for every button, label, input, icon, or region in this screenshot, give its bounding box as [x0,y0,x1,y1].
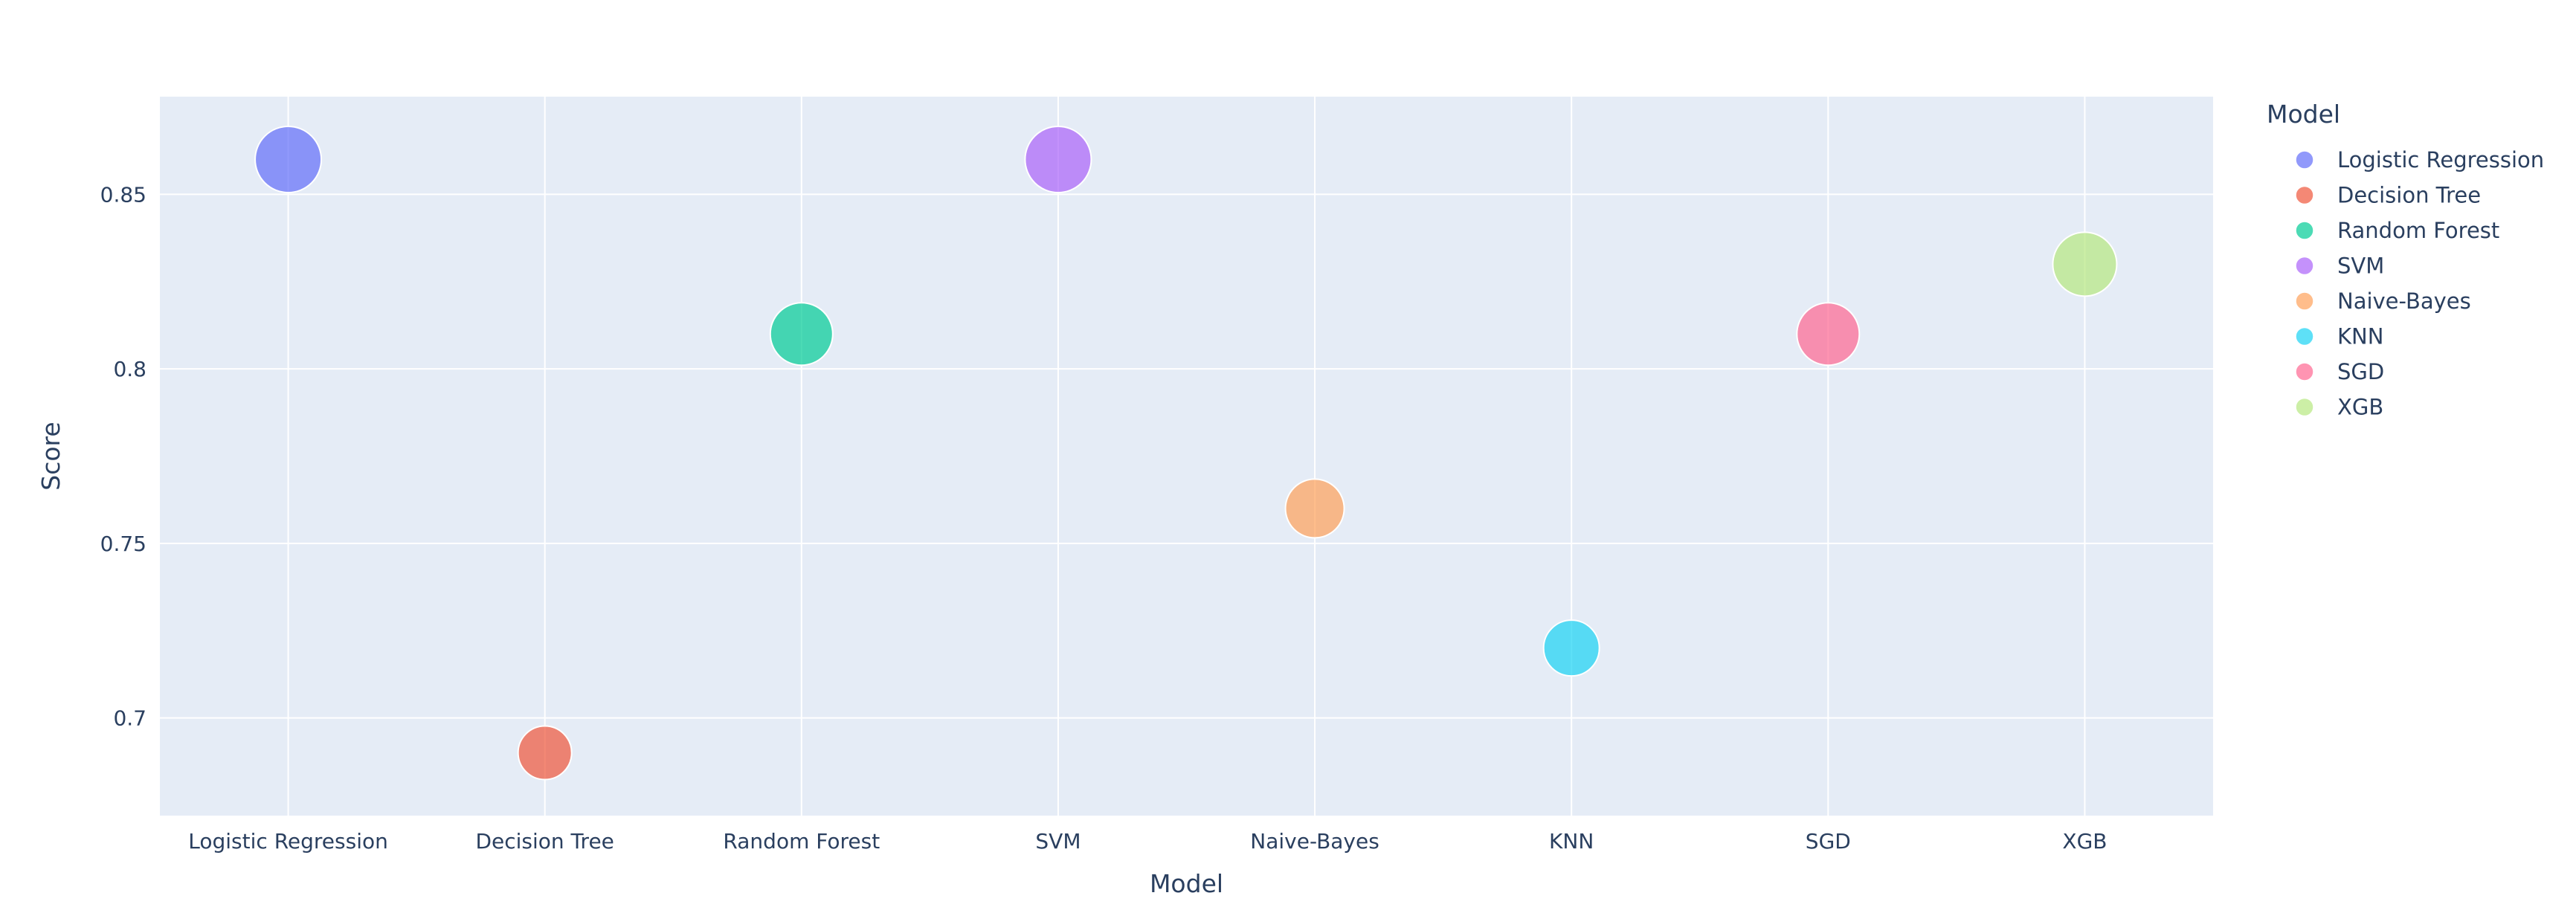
data-points [254,125,2118,781]
y-tick-label: 0.7 [113,706,146,731]
legend-marker [2295,256,2314,276]
legend-label: Naive-Bayes [2337,288,2471,314]
x-tick-label: Decision Tree [475,829,614,854]
legend-marker [2295,150,2314,170]
legend-item[interactable]: Naive-Bayes [2295,288,2471,314]
data-point[interactable] [1024,125,1092,193]
legend[interactable]: Model Logistic Regression Decision Tree Ra… [2267,100,2544,420]
legend-item[interactable]: Decision Tree [2295,183,2481,208]
x-tick-label: Naive-Bayes [1250,829,1379,854]
legend-label: XGB [2337,395,2383,420]
x-axis-ticks: Logistic Regression Decision Tree Random F… [188,829,2107,854]
legend-item[interactable]: Random Forest [2295,218,2499,243]
legend-item[interactable]: KNN [2295,324,2383,349]
x-tick-label: XGB [2062,829,2107,854]
grid [160,97,2213,816]
legend-item[interactable]: SGD [2295,359,2384,384]
legend-marker [2295,221,2314,240]
legend-label: SVM [2337,254,2384,279]
legend-item[interactable]: XGB [2295,395,2383,420]
x-tick-label: KNN [1549,829,1594,854]
plot-area [160,97,2213,816]
y-axis-ticks: 0.7 0.75 0.8 0.85 [100,182,146,730]
data-point[interactable] [2052,231,2118,297]
legend-item[interactable]: Logistic Regression [2295,147,2544,172]
x-tick-label: SVM [1035,829,1081,854]
data-point[interactable] [254,125,323,193]
data-point[interactable] [1542,619,1600,677]
data-point[interactable] [1284,478,1345,539]
x-axis-title: Model [1150,869,1223,898]
y-axis-title: Score [36,422,65,490]
x-tick-label: Random Forest [723,829,880,854]
legend-title: Model [2267,100,2340,129]
data-point[interactable] [1796,302,1861,367]
legend-label: SGD [2337,359,2384,384]
legend-label: Decision Tree [2337,183,2481,208]
data-point[interactable] [517,725,573,781]
legend-label: KNN [2337,324,2383,349]
x-tick-label: Logistic Regression [188,829,388,854]
legend-marker [2295,326,2314,346]
y-tick-label: 0.85 [100,182,146,207]
y-tick-label: 0.75 [100,532,146,556]
legend-item[interactable]: SVM [2295,254,2384,279]
legend-label: Logistic Regression [2337,147,2544,172]
x-tick-label: SGD [1806,829,1851,854]
data-point[interactable] [769,302,834,367]
legend-marker [2295,185,2314,205]
legend-label: Random Forest [2337,218,2499,243]
legend-marker [2295,362,2314,381]
legend-marker [2295,397,2314,417]
legend-marker [2295,291,2314,311]
y-tick-label: 0.8 [113,357,146,381]
